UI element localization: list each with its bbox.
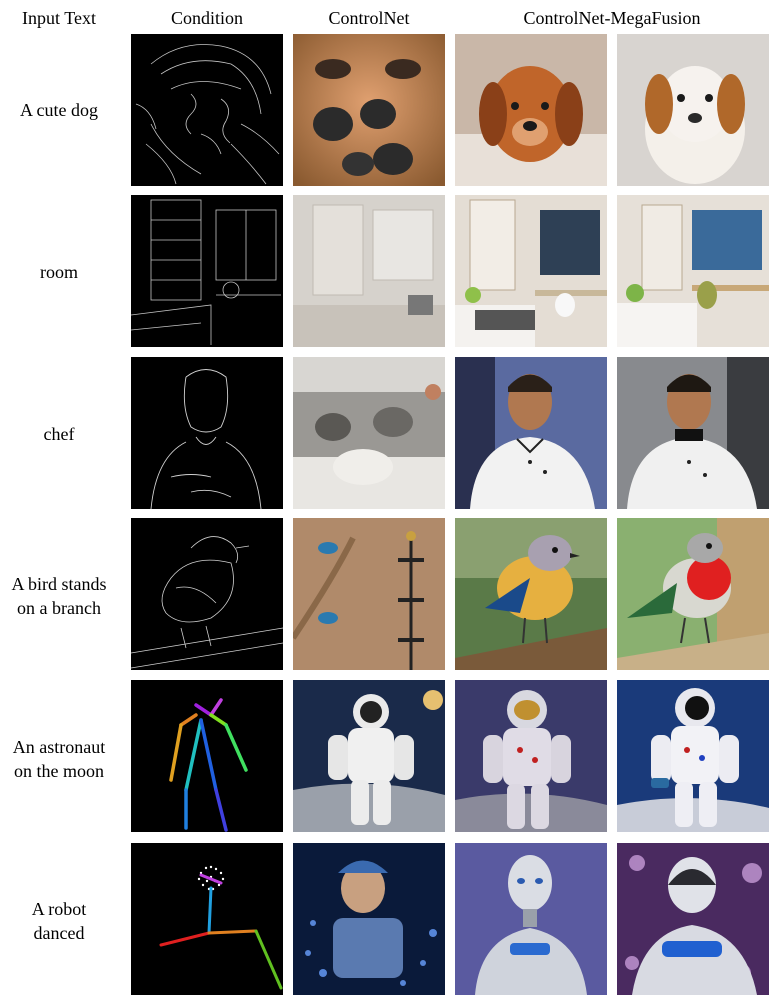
- room-bedroom-window: [617, 195, 769, 347]
- prompt-line: on a branch: [17, 598, 101, 618]
- row-4-megafusion-image-1: [455, 518, 607, 670]
- row-5-megafusion-image-2: [617, 680, 769, 832]
- row-4-prompt: A bird stands on a branch: [0, 572, 118, 620]
- row-1-megafusion-image-1: [455, 34, 607, 186]
- room-faded-white: [293, 195, 445, 347]
- row-1-condition-image: [131, 34, 283, 186]
- row-5-controlnet-image: [293, 680, 445, 832]
- dog-golden-puppy: [455, 34, 607, 186]
- pose-skeleton: [131, 680, 283, 832]
- row-5-prompt: An astronaut on the moon: [0, 735, 118, 783]
- row-3-prompt: chef: [0, 422, 118, 446]
- row-2-controlnet-image: [293, 195, 445, 347]
- prompt-line: A robot: [31, 899, 87, 919]
- row-1-controlnet-image: [293, 34, 445, 186]
- row-2-megafusion-image-1: [455, 195, 607, 347]
- prompt-line: on the moon: [14, 761, 104, 781]
- chef-kitchen-clutter: [293, 357, 445, 509]
- row-6-prompt: A robot danced: [0, 897, 118, 945]
- prompt-line: A bird stands: [11, 574, 107, 594]
- header-condition: Condition: [170, 8, 243, 28]
- row-2-prompt: room: [0, 260, 118, 284]
- row-4-megafusion-image-2: [617, 518, 769, 670]
- prompt-line: room: [40, 262, 78, 282]
- row-6-megafusion-image-2: [617, 843, 769, 995]
- row-2-condition-image: [131, 195, 283, 347]
- canny-edge-map: [131, 357, 283, 509]
- row-2-megafusion-image-2: [617, 195, 769, 347]
- row-3-condition-image: [131, 357, 283, 509]
- row-6-controlnet-image: [293, 843, 445, 995]
- row-1-megafusion-image-2: [617, 34, 769, 186]
- canny-edge-map: [131, 34, 283, 186]
- chef-portrait-2: [617, 357, 769, 509]
- dog-noses-distorted: [293, 34, 445, 186]
- bird-yellow-breast: [455, 518, 607, 670]
- chef-portrait-1: [455, 357, 607, 509]
- row-3-megafusion-image-1: [455, 357, 607, 509]
- pose-skeleton: [131, 843, 283, 995]
- prompt-line: danced: [33, 923, 85, 943]
- astronaut-space: [293, 680, 445, 832]
- astronaut-gold-visor: [455, 680, 607, 832]
- canny-edge-map: [131, 195, 283, 347]
- row-5-condition-image: [131, 680, 283, 832]
- bird-red-breast: [617, 518, 769, 670]
- prompt-line: A cute dog: [20, 100, 98, 120]
- row-3-controlnet-image: [293, 357, 445, 509]
- prompt-line: An astronaut: [12, 737, 106, 757]
- prompt-line: chef: [43, 424, 75, 444]
- header-input-text: Input Text: [22, 8, 96, 28]
- dog-white-brown-puppy: [617, 34, 769, 186]
- header-controlnet: ControlNet: [328, 8, 410, 28]
- row-3-megafusion-image-2: [617, 357, 769, 509]
- row-4-controlnet-image: [293, 518, 445, 670]
- row-6-megafusion-image-1: [455, 843, 607, 995]
- robot-blue-lights: [293, 843, 445, 995]
- row-6-condition-image: [131, 843, 283, 995]
- astronaut-blue-background: [617, 680, 769, 832]
- row-1-prompt: A cute dog: [0, 98, 118, 122]
- canny-edge-map: [131, 518, 283, 670]
- bird-small-blue-on-wall: [293, 518, 445, 670]
- room-bedroom-desk: [455, 195, 607, 347]
- robot-silver-portrait: [455, 843, 607, 995]
- row-5-megafusion-image-1: [455, 680, 607, 832]
- robot-bokeh: [617, 843, 769, 995]
- row-4-condition-image: [131, 518, 283, 670]
- header-megafusion: ControlNet-MegaFusion: [523, 8, 701, 28]
